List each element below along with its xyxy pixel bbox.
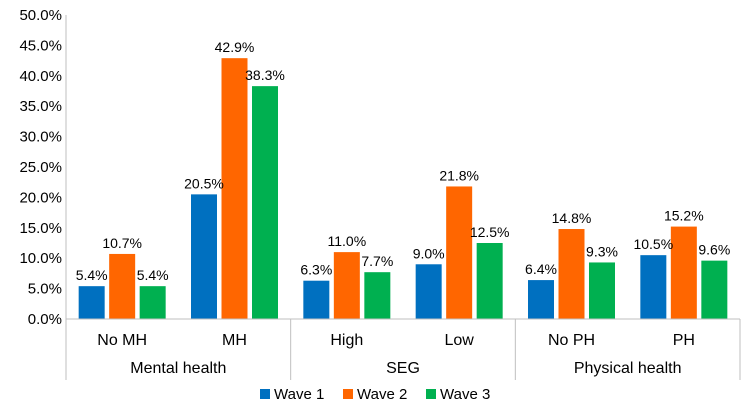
legend-swatch — [343, 389, 353, 399]
x-category-label: No PH — [548, 332, 595, 349]
x-group-label: SEG — [386, 360, 420, 377]
y-tick-label: 5.0% — [28, 281, 62, 298]
bar-wave-1 — [528, 280, 554, 319]
y-tick-label: 20.0% — [19, 189, 62, 206]
data-label: 21.8% — [439, 167, 479, 183]
x-category-label: No MH — [97, 332, 147, 349]
bar-wave-2 — [670, 226, 697, 319]
bar-wave-2 — [333, 252, 360, 319]
data-label: 10.7% — [102, 235, 142, 251]
bar-wave-3 — [139, 286, 166, 319]
bars — [78, 58, 728, 319]
bar-wave-3 — [701, 260, 728, 319]
x-category-label: High — [330, 332, 363, 349]
data-label: 20.5% — [184, 175, 224, 191]
bar-wave-2 — [109, 253, 136, 319]
y-tick-label: 35.0% — [19, 98, 62, 115]
y-axis: 0.0% 5.0% 10.0% 15.0% 20.0% 25.0% 30.0% 35.0% 40… — [19, 7, 67, 328]
data-label: 11.0% — [327, 233, 366, 249]
data-label: 14.8% — [552, 210, 592, 226]
x-category-label: MH — [222, 332, 247, 349]
bar-wave-2 — [446, 186, 473, 319]
bar-wave-2 — [558, 229, 585, 319]
data-label: 10.5% — [633, 236, 673, 252]
legend-label: Wave 2 — [357, 386, 407, 403]
data-label: 9.6% — [698, 242, 730, 258]
legend-swatch — [426, 389, 436, 399]
x-category-label: PH — [673, 332, 695, 349]
bar-wave-1 — [191, 194, 217, 319]
legend-swatch — [260, 389, 270, 399]
x-group-label: Physical health — [574, 360, 682, 377]
y-tick-label: 40.0% — [19, 68, 62, 85]
data-label: 9.0% — [413, 245, 445, 261]
y-tick-label: 30.0% — [19, 129, 62, 146]
bar-wave-2 — [221, 58, 248, 319]
bar-wave-3 — [364, 272, 391, 319]
y-tick-label: 50.0% — [19, 7, 62, 24]
bar-wave-3 — [252, 86, 278, 319]
data-label: 12.5% — [470, 224, 510, 240]
bar-wave-1 — [415, 264, 442, 319]
data-label: 38.3% — [245, 67, 285, 83]
y-tick-label: 0.0% — [28, 311, 62, 328]
x-group-label: Mental health — [130, 360, 226, 377]
y-tick-label: 15.0% — [19, 220, 62, 237]
y-tick-label: 25.0% — [19, 159, 62, 176]
data-label: 6.4% — [525, 261, 557, 277]
data-label: 7.7% — [361, 253, 393, 269]
y-tick-label: 10.0% — [19, 250, 62, 267]
x-axis: No MH MH High Low No PH PH Mental health SEG Phy… — [65, 318, 741, 380]
legend: Wave 1 Wave 2 Wave 3 — [260, 386, 490, 403]
data-labels: 5.4% 10.7% 5.4% 20.5% 42.9% 38.3% 6.3% 11.0% 7.7… — [76, 39, 731, 283]
x-category-label: Low — [444, 332, 474, 349]
data-label: 6.3% — [300, 262, 332, 278]
data-label: 5.4% — [137, 267, 169, 283]
bar-wave-3 — [476, 243, 503, 319]
bar-wave-1 — [640, 255, 667, 319]
bar-wave-1 — [303, 280, 330, 319]
legend-label: Wave 3 — [440, 386, 490, 403]
y-tick-label: 45.0% — [19, 37, 62, 54]
data-label: 9.3% — [586, 243, 618, 259]
legend-label: Wave 1 — [274, 386, 324, 403]
bar-wave-3 — [589, 262, 615, 319]
data-label: 5.4% — [76, 267, 108, 283]
bar-wave-1 — [78, 286, 105, 319]
data-label: 42.9% — [215, 39, 255, 55]
data-label: 15.2% — [664, 208, 704, 224]
